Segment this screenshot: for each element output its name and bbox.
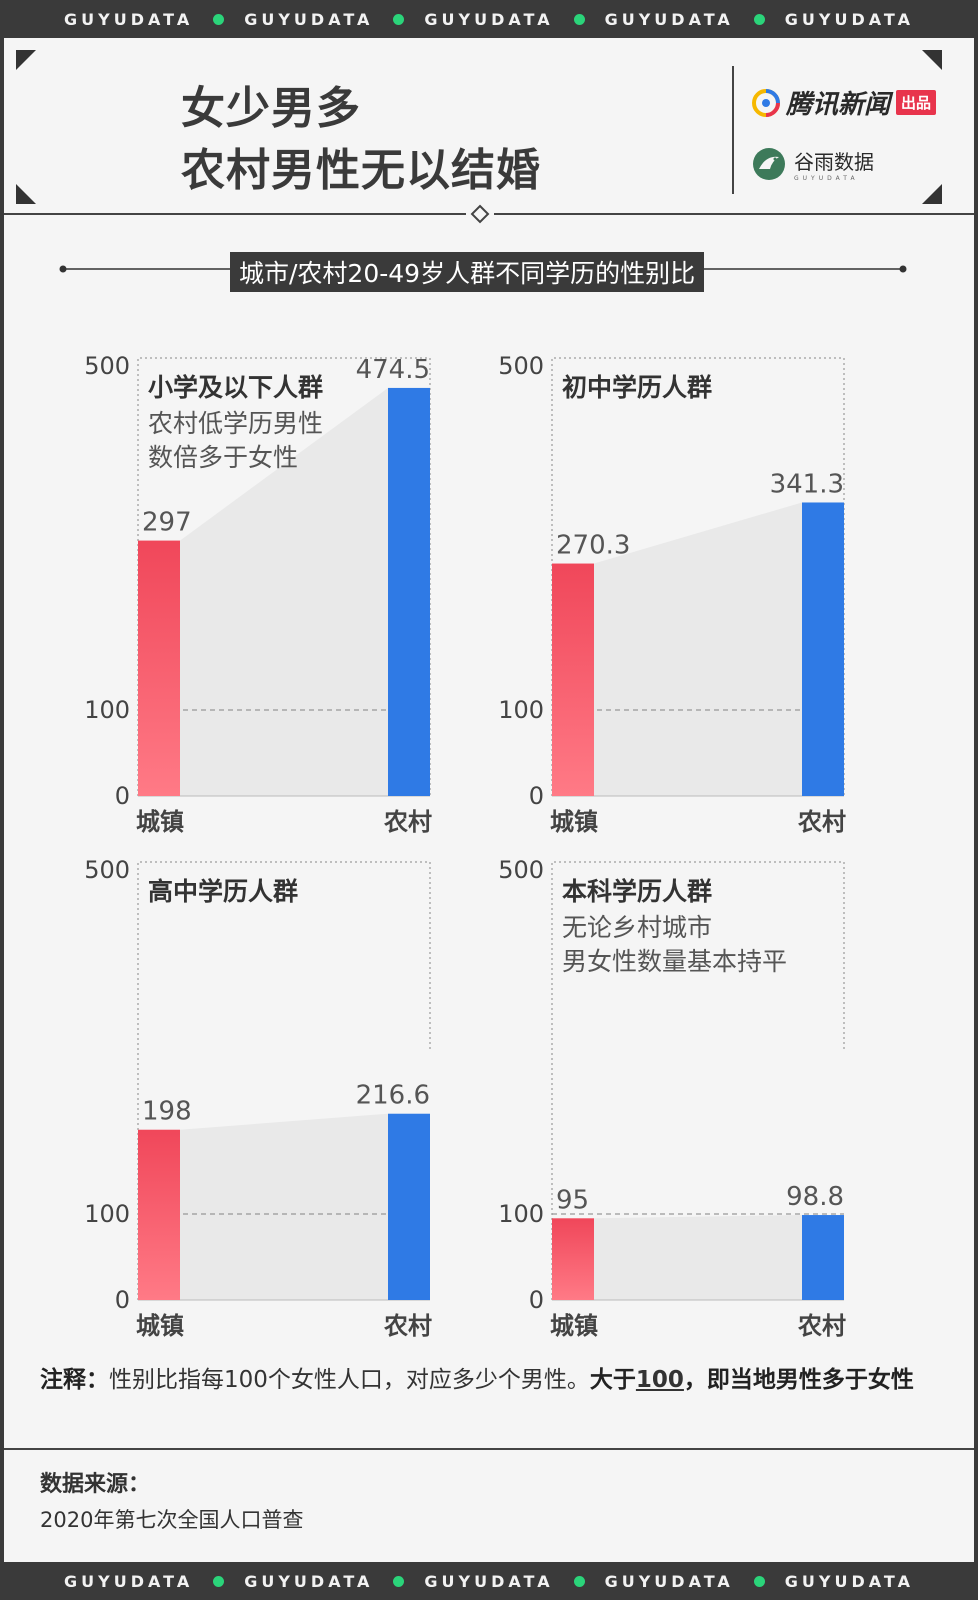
bar-urban <box>138 540 180 796</box>
corner-mark-tr <box>922 50 942 70</box>
top-banner: GUYUDATA GUYUDATA GUYUDATA GUYUDATA GUYUDATA <box>0 0 978 38</box>
stripe-word: GUYUDATA <box>424 9 554 29</box>
bar-rural <box>388 1113 430 1300</box>
stripe-word: GUYUDATA <box>244 9 374 29</box>
value-label-urban: 198 <box>142 1097 192 1127</box>
category-label-rural: 农村 <box>797 1312 846 1340</box>
y-tick-label: 0 <box>115 782 130 810</box>
header-divider <box>732 66 734 194</box>
source-value: 2020年第七次全国人口普查 <box>40 1508 304 1532</box>
category-label-urban: 城镇 <box>550 808 598 836</box>
tencent-news-logo: 腾讯新闻 出品 <box>752 84 937 121</box>
chart-junior-high: 500 100 0 270.3 341.3 城镇 农村 初中学历人群 <box>498 352 846 836</box>
footnote-bold-1: 大于 <box>589 1367 636 1393</box>
value-label-rural: 98.8 <box>786 1182 844 1212</box>
guyu-name: 谷雨数据 <box>794 150 874 174</box>
tencent-badge: 出品 <box>896 90 937 115</box>
category-label-urban: 城镇 <box>136 808 184 836</box>
footnote-text: 性别比指每100个女性人口，对应多少个男性。 <box>109 1367 590 1393</box>
stripe-dot-icon <box>573 13 585 25</box>
stripe-dot-icon <box>393 13 405 25</box>
footnote-bold-2: ，即当地男性多于女性 <box>683 1367 914 1393</box>
bottom-banner: GUYUDATA GUYUDATA GUYUDATA GUYUDATA GUYUDATA <box>0 1562 978 1600</box>
stripe-word: GUYUDATA <box>604 1571 734 1591</box>
guyu-data-logo: 谷雨数据 GUYUDATA <box>752 146 874 182</box>
gap-area <box>180 387 388 796</box>
stripe-word: GUYUDATA <box>424 1571 554 1591</box>
y-tick-label: 100 <box>498 696 544 724</box>
bar-urban <box>552 563 594 796</box>
category-label-urban: 城镇 <box>136 1312 184 1340</box>
stripe-dot-icon <box>753 1575 765 1587</box>
bar-urban <box>552 1218 594 1300</box>
page-title-line-2: 农村男性无以结婚 <box>181 145 541 196</box>
corner-mark-tl <box>16 50 36 70</box>
y-tick-label: 0 <box>529 1286 544 1314</box>
bar-urban <box>138 1129 180 1300</box>
corner-mark-bl <box>16 184 36 204</box>
chart-subtitle: 城市/农村20-49岁人群不同学历的性别比 <box>230 252 705 292</box>
y-tick-label: 0 <box>115 1286 130 1314</box>
y-tick-label: 100 <box>498 1200 544 1228</box>
gap-area <box>594 502 802 796</box>
y-tick-label: 100 <box>84 696 130 724</box>
category-label-rural: 农村 <box>383 1312 432 1340</box>
stripe-word: GUYUDATA <box>244 1571 374 1591</box>
gap-area <box>594 1215 802 1300</box>
page-title-line-1: 女少男多 <box>181 83 361 134</box>
chart-annotation: 数倍多于女性 <box>148 443 298 472</box>
header-rule <box>4 204 974 224</box>
value-label-rural: 474.5 <box>356 355 430 385</box>
value-label-rural: 341.3 <box>770 469 844 499</box>
chart-title: 高中学历人群 <box>148 877 298 906</box>
stripe-dot-icon <box>573 1575 585 1587</box>
chart-annotation: 男女性数量基本持平 <box>562 947 787 976</box>
stripe-word: GUYUDATA <box>784 1571 914 1591</box>
y-tick-label: 500 <box>84 856 130 884</box>
category-label-urban: 城镇 <box>550 1312 598 1340</box>
stripe-dot-icon <box>213 1575 225 1587</box>
gap-area <box>180 1113 388 1300</box>
chart-title: 本科学历人群 <box>562 877 712 906</box>
chart-annotation: 农村低学历男性 <box>148 409 323 438</box>
y-tick-label: 100 <box>84 1200 130 1228</box>
guyu-bird-icon <box>753 148 785 180</box>
stripe-dot-icon <box>213 13 225 25</box>
corner-mark-br <box>922 184 942 204</box>
value-label-urban: 270.3 <box>556 531 630 561</box>
y-tick-label: 500 <box>498 352 544 380</box>
bar-rural <box>802 1215 844 1300</box>
y-tick-label: 500 <box>498 856 544 884</box>
stripe-dot-icon <box>753 13 765 25</box>
stripe-word: GUYUDATA <box>784 9 914 29</box>
y-tick-label: 0 <box>529 782 544 810</box>
source-label: 数据来源： <box>40 1472 151 1497</box>
value-label-urban: 297 <box>142 508 192 538</box>
category-label-rural: 农村 <box>383 808 432 836</box>
bar-rural <box>388 387 430 796</box>
stripe-word: GUYUDATA <box>64 9 194 29</box>
tencent-news-name: 腾讯新闻 <box>786 90 891 120</box>
tencent-news-icon <box>752 88 780 117</box>
value-label-rural: 216.6 <box>356 1081 430 1111</box>
y-tick-label: 500 <box>84 352 130 380</box>
chart-senior-high: 500 100 0 198 216.6 城镇 农村 高中学历人群 <box>84 856 432 1340</box>
chart-annotation: 无论乡村城市 <box>562 913 712 942</box>
footnote-prefix: 注释： <box>40 1367 109 1393</box>
stripe-dot-icon <box>393 1575 405 1587</box>
stripe-word: GUYUDATA <box>64 1571 194 1591</box>
footnote: 注释：性别比指每100个女性人口，对应多少个男性。大于100，即当地男性多于女性 <box>40 1360 950 1400</box>
guyu-sub: GUYUDATA <box>794 175 859 182</box>
source-divider <box>4 1448 974 1450</box>
chart-title: 小学及以下人群 <box>148 373 323 402</box>
chart-title: 初中学历人群 <box>562 373 712 402</box>
bar-rural <box>802 502 844 796</box>
value-label-urban: 95 <box>556 1185 589 1215</box>
stripe-word: GUYUDATA <box>604 9 734 29</box>
category-label-rural: 农村 <box>797 808 846 836</box>
footnote-threshold: 100 <box>635 1367 684 1393</box>
infographic-card: 女少男多 农村男性无以结婚 腾讯新闻 出品 谷雨数据 GUYUDATA <box>4 38 974 1562</box>
